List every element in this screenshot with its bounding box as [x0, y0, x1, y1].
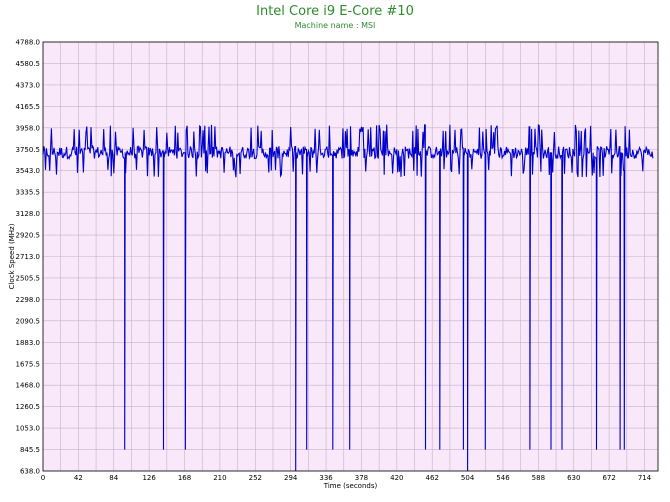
y-axis-label: Clock Speed (MHz)	[8, 223, 16, 289]
y-tick-label: 1260.5	[16, 403, 41, 411]
x-tick-label: 588	[532, 474, 545, 482]
x-tick-label: 546	[496, 474, 510, 482]
y-tick-label: 3335.5	[16, 189, 41, 197]
y-tick-label: 1675.5	[16, 360, 41, 368]
y-tick-label: 2920.5	[16, 232, 41, 240]
grid-lines	[42, 41, 658, 472]
x-tick-label: 168	[178, 474, 191, 482]
chart-title: Intel Core i9 E-Core #10	[256, 4, 414, 19]
y-tick-label: 4788.0	[16, 39, 41, 47]
x-axis-label: Time (seconds)	[323, 482, 378, 490]
x-tick-label: 378	[355, 474, 368, 482]
y-tick-label: 845.5	[20, 446, 40, 454]
y-tick-label: 3958.0	[16, 124, 41, 132]
y-tick-label: 2713.0	[16, 253, 41, 261]
y-axis-ticks: 638.0 845.5 1053.0 1260.5 1468.0 1675.5 1883.0…	[16, 39, 41, 476]
y-tick-label: 3128.0	[16, 210, 41, 218]
y-tick-label: 4580.5	[16, 60, 41, 68]
chart-subtitle: Machine name : MSI	[294, 21, 376, 30]
x-tick-label: 0	[41, 474, 45, 482]
y-tick-label: 3750.5	[16, 146, 41, 154]
y-tick-label: 1883.0	[16, 339, 41, 347]
x-tick-label: 210	[213, 474, 226, 482]
x-tick-label: 294	[284, 474, 298, 482]
x-tick-label: 504	[461, 474, 475, 482]
x-tick-label: 420	[390, 474, 403, 482]
x-tick-label: 714	[638, 474, 652, 482]
x-tick-label: 630	[567, 474, 580, 482]
y-tick-label: 1053.0	[16, 425, 41, 433]
y-tick-label: 2505.5	[16, 274, 41, 282]
x-tick-label: 336	[319, 474, 333, 482]
y-tick-label: 2090.5	[16, 317, 41, 325]
y-tick-label: 3543.0	[16, 167, 41, 175]
x-tick-label: 42	[74, 474, 83, 482]
y-tick-label: 4165.5	[16, 103, 41, 111]
y-tick-label: 1468.0	[16, 382, 41, 390]
y-tick-label: 638.0	[20, 468, 40, 476]
x-tick-label: 252	[249, 474, 262, 482]
x-tick-label: 462	[426, 474, 439, 482]
y-tick-label: 2298.0	[16, 296, 41, 304]
y-tick-label: 4373.0	[16, 81, 41, 89]
plot-frame	[42, 41, 659, 472]
x-tick-label: 126	[142, 474, 156, 482]
x-tick-label: 84	[109, 474, 118, 482]
series-line	[42, 124, 654, 472]
x-tick-label: 672	[602, 474, 615, 482]
x-axis-ticks: 0 42 84 126 168 210 252 294 336 378 420 462 504 546 58…	[41, 474, 652, 482]
